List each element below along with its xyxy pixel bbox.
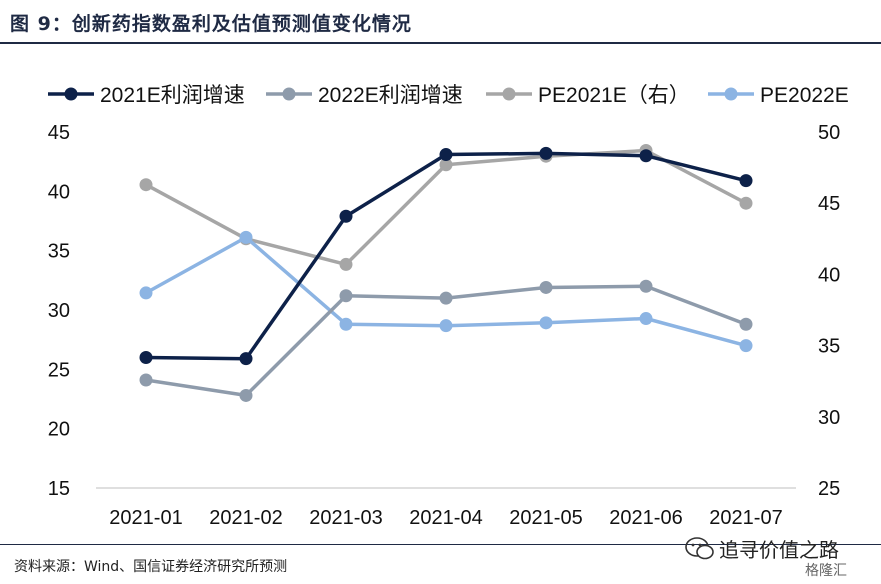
source-note: 资料来源：Wind、国信证券经济研究所预测 [14, 559, 288, 575]
data-point [139, 286, 153, 300]
line-chart: 2021E利润增速 2022E利润增速 PE2021E（右） PE2022E 2021… [48, 84, 849, 529]
data-point [739, 174, 753, 188]
data-point [439, 148, 453, 162]
data-point [539, 316, 553, 330]
y-left-tick-label: 45 [48, 122, 70, 144]
data-point [439, 291, 453, 305]
data-point [139, 350, 153, 364]
data-point [339, 257, 353, 271]
legend-item: 2021E利润增速 [48, 84, 245, 107]
series-4 [139, 230, 753, 353]
series-3 [139, 144, 753, 271]
data-point [239, 388, 253, 402]
data-point [639, 149, 653, 163]
x-tick-label: 2021-03 [309, 507, 382, 529]
y-left-tick-label: 25 [48, 359, 70, 381]
series-2 [139, 279, 753, 402]
y-right-tick-label: 50 [818, 122, 840, 144]
x-tick-label: 2021-06 [609, 507, 682, 529]
data-point [739, 196, 753, 210]
data-point [139, 178, 153, 192]
watermark: 追寻价值之路 格隆汇 [685, 534, 875, 582]
legend-label: 2021E利润增速 [100, 84, 245, 107]
x-tick-label: 2021-07 [709, 507, 782, 529]
data-point [739, 317, 753, 331]
legend-label: 2022E利润增速 [318, 84, 463, 107]
legend-item: PE2022E [708, 84, 849, 107]
data-point [539, 146, 553, 160]
title-bar: 图 9：创新药指数盈利及估值预测值变化情况 [0, 0, 881, 40]
data-point [439, 158, 453, 172]
figure-title: 图 9：创新药指数盈利及估值预测值变化情况 [10, 13, 412, 35]
data-point [339, 317, 353, 331]
y-left-tick-label: 15 [48, 478, 70, 500]
wechat-icon [685, 537, 714, 560]
legend-swatch-marker [282, 87, 296, 101]
data-point [339, 289, 353, 303]
data-point [639, 279, 653, 293]
legend-item: 2022E利润增速 [266, 84, 463, 107]
x-tick-label: 2021-01 [109, 507, 182, 529]
y-right-tick-label: 30 [818, 407, 840, 429]
data-point [239, 230, 253, 244]
y-left-tick-label: 35 [48, 241, 70, 263]
legend-item: PE2021E（右） [486, 84, 690, 107]
series-1 [139, 146, 753, 366]
y-left-tick-label: 40 [48, 181, 70, 203]
data-point [739, 339, 753, 353]
y-right-tick-label: 25 [818, 478, 840, 500]
x-tick-label: 2021-04 [409, 507, 482, 529]
chart-legend: 2021E利润增速 2022E利润增速 PE2021E（右） PE2022E [48, 84, 849, 107]
legend-swatch-marker [502, 87, 516, 101]
watermark-brand: 格隆汇 [805, 563, 847, 579]
watermark-text: 追寻价值之路 [719, 538, 839, 562]
x-tick-label: 2021-02 [209, 507, 282, 529]
y-right-tick-label: 35 [818, 336, 840, 358]
data-point [239, 352, 253, 366]
legend-label: PE2022E [760, 84, 849, 107]
y-right-tick-label: 45 [818, 193, 840, 215]
legend-swatch-marker [724, 87, 738, 101]
source-divider [0, 544, 881, 545]
data-point [139, 373, 153, 387]
chart-series [139, 144, 753, 402]
title-divider [0, 42, 881, 44]
chart-axes: 2021-01 2021-02 2021-03 2021-04 2021-05 2021-… [48, 122, 841, 529]
data-point [339, 209, 353, 223]
data-point [539, 280, 553, 294]
data-point [639, 312, 653, 326]
x-tick-label: 2021-05 [509, 507, 582, 529]
y-right-tick-label: 40 [818, 264, 840, 286]
legend-swatch-marker [64, 87, 78, 101]
y-left-tick-label: 20 [48, 419, 70, 441]
legend-label: PE2021E（右） [538, 84, 690, 107]
y-left-tick-label: 30 [48, 300, 70, 322]
data-point [439, 319, 453, 333]
